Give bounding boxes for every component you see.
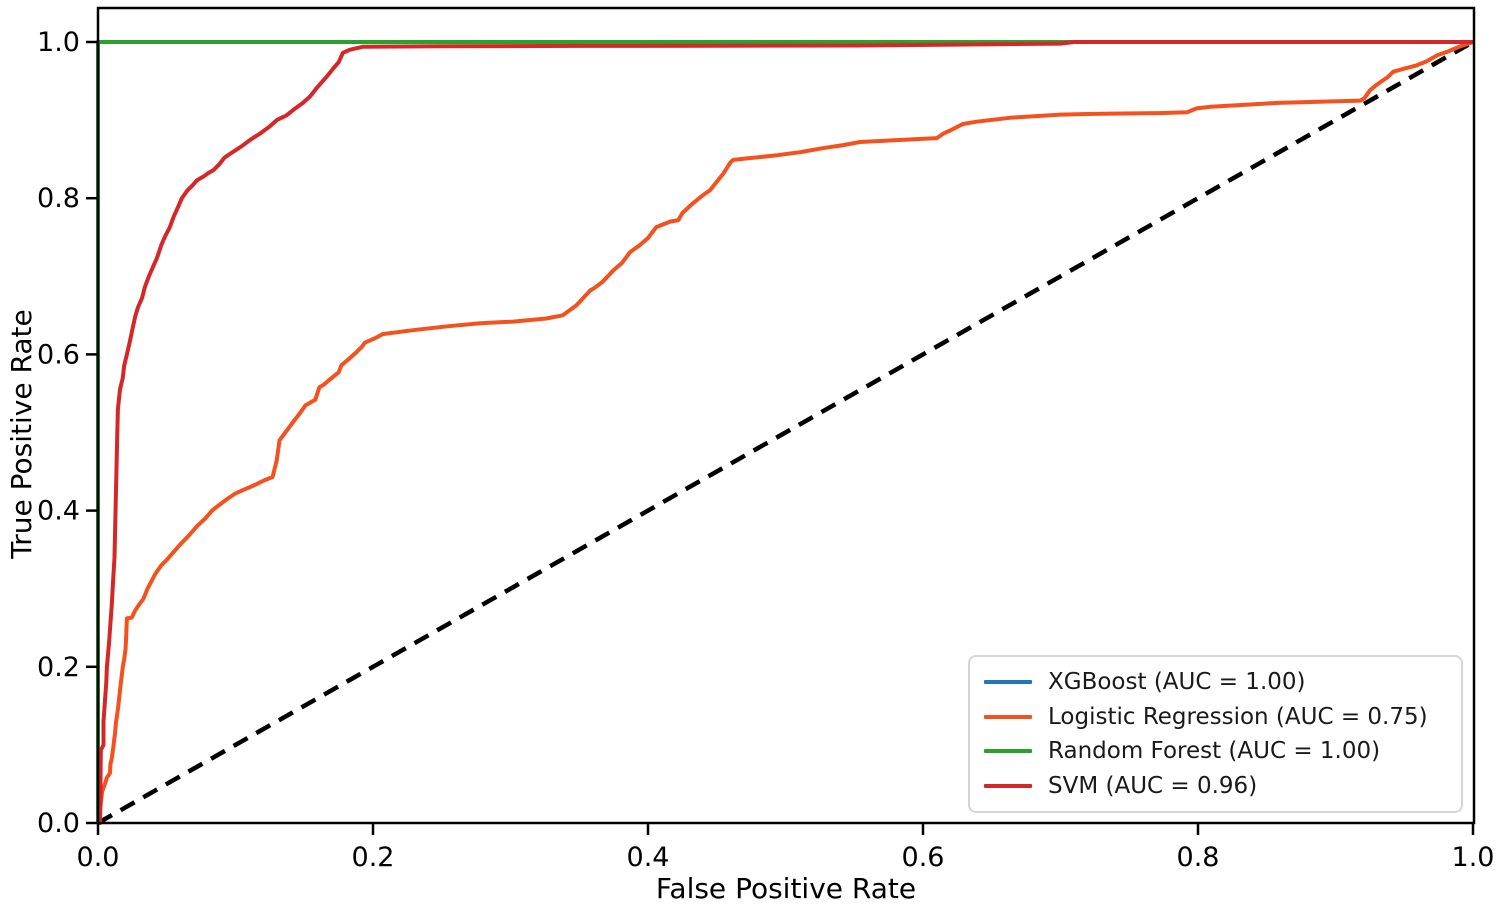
legend-line-random-forest-icon [984, 749, 1032, 754]
y-tick-label-0.2: 0.2 [37, 652, 80, 683]
legend-row-svm: SVM (AUC = 0.96) [984, 773, 1447, 799]
legend-row-xgboost: XGBoost (AUC = 1.00) [984, 669, 1447, 695]
y-tick-label-1.0: 1.0 [37, 27, 80, 58]
x-tick-label-0.2: 0.2 [352, 842, 395, 873]
x-tick-label-0.8: 0.8 [1177, 842, 1220, 873]
y-tick-label-0.0: 0.0 [37, 808, 80, 839]
y-tick-label-0.6: 0.6 [37, 339, 80, 370]
x-axis-label: False Positive Rate [655, 872, 917, 905]
y-axis-label: True Positive Rate [5, 309, 38, 559]
legend-line-xgboost-icon [984, 680, 1032, 685]
series-line-svm [98, 40, 1473, 825]
legend-row-logistic-regression: Logistic Regression (AUC = 0.75) [984, 704, 1447, 730]
legend-line-logistic-regression-icon [984, 714, 1032, 719]
legend-label-xgboost: XGBoost (AUC = 1.00) [1048, 669, 1306, 696]
tick-labels-group: 0.0 0.2 0.4 0.6 0.8 1.0 0.0 0.2 0.4 0.6 0.8 1.0 [37, 27, 1494, 873]
x-tick-label-0.6: 0.6 [902, 842, 945, 873]
y-tick-label-0.4: 0.4 [37, 496, 80, 527]
legend-row-random-forest: Random Forest (AUC = 1.00) [984, 738, 1447, 764]
legend-line-svm-icon [984, 783, 1032, 788]
x-tick-label-1.0: 1.0 [1452, 842, 1495, 873]
legend: XGBoost (AUC = 1.00) Logistic Regression… [968, 655, 1463, 813]
tick-marks-group [86, 40, 1475, 835]
legend-label-logistic-regression: Logistic Regression (AUC = 0.75) [1048, 703, 1428, 730]
axes-box [96, 6, 1476, 825]
x-tick-label-0.4: 0.4 [627, 842, 670, 873]
legend-label-random-forest: Random Forest (AUC = 1.00) [1048, 738, 1381, 765]
series-line-logistic-regression [96, 40, 1474, 824]
y-tick-label-0.8: 0.8 [37, 183, 80, 214]
legend-label-svm: SVM (AUC = 0.96) [1048, 772, 1258, 799]
reference-line-group [96, 40, 1475, 825]
chance-line [96, 40, 1475, 825]
x-tick-label-0.0: 0.0 [77, 842, 120, 873]
